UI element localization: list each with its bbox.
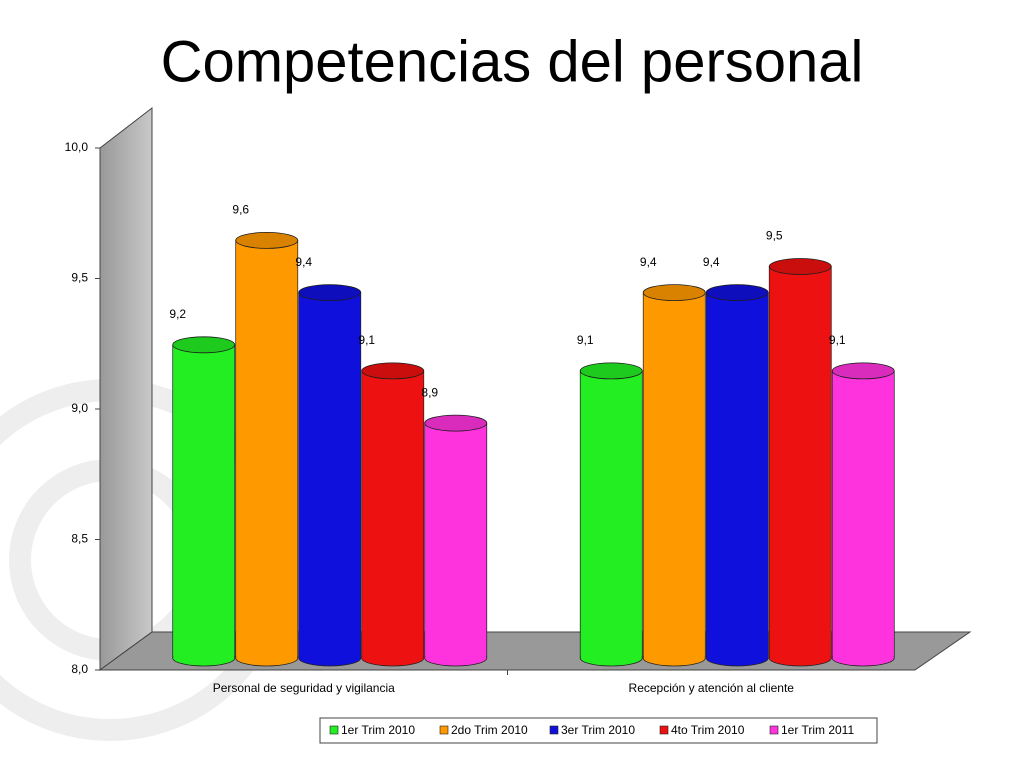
- x-tick-label: Recepción y atención al cliente: [629, 681, 795, 695]
- bar: [705, 284, 769, 667]
- bar-body-fill: [362, 370, 424, 658]
- value-label: 9,5: [766, 229, 783, 243]
- bar: [579, 362, 643, 667]
- value-label: 8,9: [421, 385, 438, 399]
- legend-label: 4to Trim 2010: [671, 723, 745, 737]
- value-label: 9,1: [577, 333, 594, 347]
- legend-swatch: [329, 725, 339, 735]
- y-tick-label: 10,0: [65, 140, 89, 154]
- bar-top: [579, 362, 643, 380]
- legend: [319, 717, 878, 744]
- bar-top: [705, 284, 769, 302]
- side-wall: [99, 106, 153, 671]
- y-tick-label: 9,0: [71, 401, 88, 415]
- bar-top: [831, 362, 895, 380]
- bar-body-fill: [173, 344, 235, 658]
- legend-swatch: [549, 725, 559, 735]
- bar-top: [235, 231, 299, 249]
- legend-swatch: [659, 725, 669, 735]
- bar-body-fill: [299, 292, 361, 658]
- legend-label: 1er Trim 2011: [781, 723, 854, 737]
- chart-title: Competencias del personal: [161, 29, 864, 94]
- bar-top: [424, 414, 488, 432]
- bar-body-fill: [425, 423, 487, 658]
- bar-body-fill: [236, 240, 298, 658]
- bar-top: [361, 362, 425, 380]
- value-label: 9,4: [640, 255, 657, 269]
- legend-label: 1er Trim 2010: [341, 723, 415, 737]
- legend-label: 2do Trim 2010: [451, 723, 528, 737]
- value-label: 9,4: [703, 255, 720, 269]
- bar-body-fill: [580, 370, 642, 658]
- bar-top: [642, 284, 706, 302]
- bar: [172, 336, 236, 667]
- bar-body-fill: [832, 370, 894, 658]
- legend-swatch: [769, 725, 779, 735]
- bar: [831, 362, 895, 667]
- value-label: 9,2: [169, 307, 186, 321]
- bar: [642, 284, 706, 667]
- x-tick-label: Personal de seguridad y vigilancia: [213, 681, 395, 695]
- value-label: 9,4: [295, 255, 312, 269]
- bar-body-fill: [643, 292, 705, 658]
- bar: [768, 258, 832, 667]
- bar: [361, 362, 425, 667]
- bar: [298, 284, 362, 667]
- legend-label: 3er Trim 2010: [561, 723, 635, 737]
- bar-body-fill: [706, 292, 768, 658]
- bar: [424, 414, 488, 667]
- value-label: 9,1: [358, 333, 375, 347]
- y-tick-label: 9,5: [71, 271, 88, 285]
- bar-top: [172, 336, 236, 354]
- y-tick-label: 8,0: [71, 662, 88, 676]
- bar: [235, 231, 299, 667]
- bar-body-fill: [769, 266, 831, 658]
- legend-swatch: [439, 725, 449, 735]
- bar-top: [298, 284, 362, 302]
- bar-top: [768, 258, 832, 275]
- y-tick-label: 8,5: [71, 532, 88, 546]
- value-label: 9,1: [829, 333, 846, 347]
- value-label: 9,6: [232, 203, 249, 217]
